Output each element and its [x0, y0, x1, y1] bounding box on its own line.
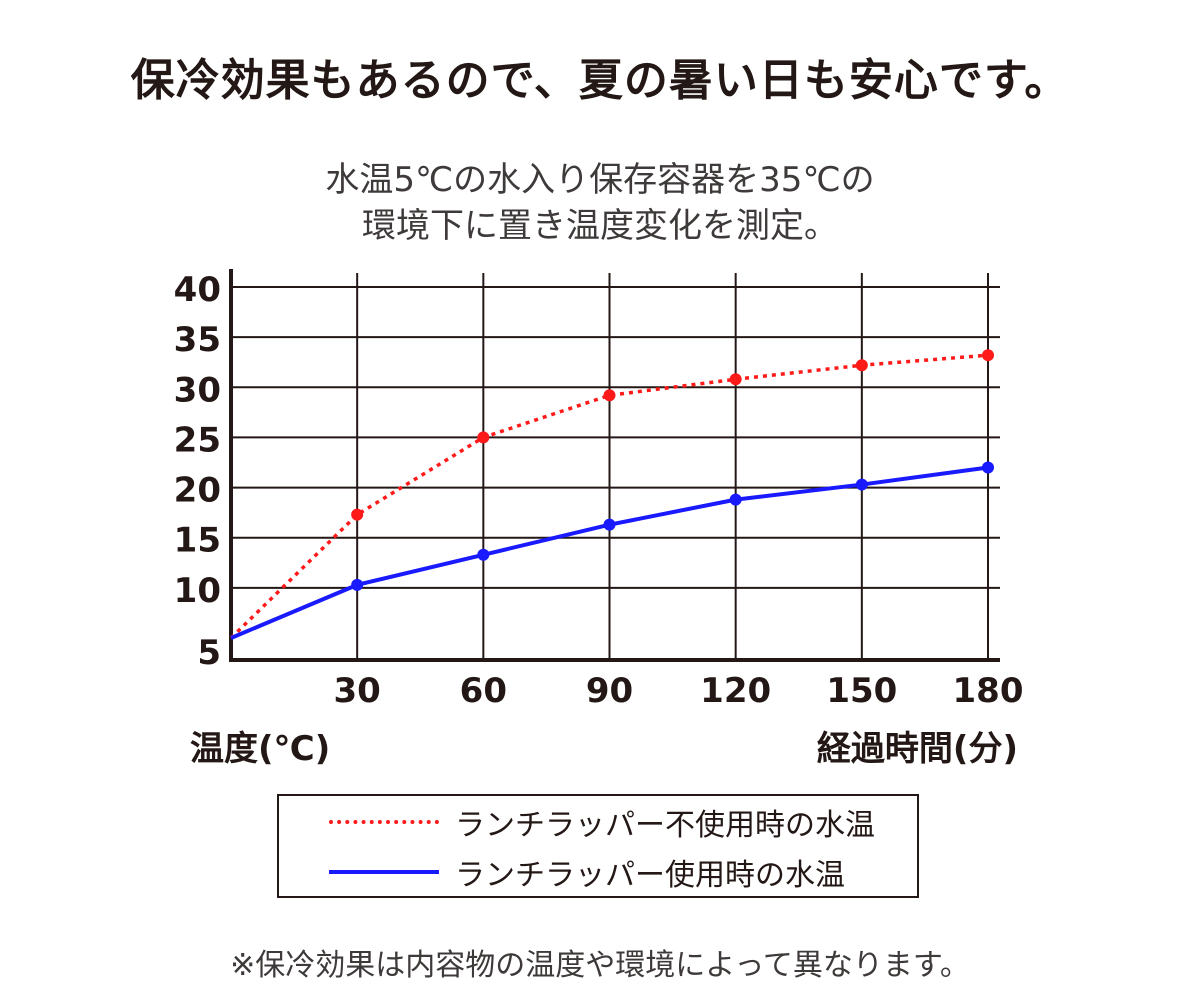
chart-subtitle: 環境下に置き温度変化を測定。 — [362, 206, 838, 246]
x-tick-label: 120 — [700, 671, 771, 711]
axes-layer — [229, 269, 1000, 662]
data-point — [982, 461, 994, 474]
x-tick-label: 60 — [460, 671, 507, 711]
data-point — [603, 389, 616, 402]
y-tick-label: 40 — [174, 270, 221, 310]
y-tick-label: 15 — [174, 521, 221, 561]
y-tick-label: 30 — [174, 370, 221, 410]
data-point — [351, 508, 364, 521]
y-tick-label: 5 — [197, 633, 221, 673]
y-tick-label: 20 — [174, 471, 221, 511]
data-point — [603, 518, 616, 531]
y-tick-label: 10 — [174, 571, 221, 611]
y-axis-label: 温度(℃) — [190, 729, 330, 769]
x-tick-label: 150 — [826, 671, 897, 711]
legend-item-used: ランチラッパー使用時の水温 — [329, 852, 845, 893]
y-tick-label: 25 — [174, 420, 221, 460]
series-layer — [229, 349, 994, 640]
headline: 保冷効果もあるので、夏の暑い日も安心です。 — [130, 55, 1070, 106]
x-tick-label: 30 — [334, 671, 381, 711]
legend-item-unused: ランチラッパー不使用時の水温 — [329, 802, 875, 843]
x-axis-label: 経過時間(分) — [817, 729, 1018, 769]
legend-label-used: ランチラッパー使用時の水温 — [455, 858, 845, 893]
data-point — [855, 359, 868, 372]
x-tick-label: 180 — [953, 671, 1024, 711]
data-point — [982, 349, 994, 362]
data-point — [477, 548, 490, 561]
legend-swatch-solid — [329, 870, 439, 874]
data-point — [729, 493, 742, 506]
data-point — [855, 478, 868, 491]
y-tick-label: 35 — [174, 320, 221, 360]
data-point — [477, 431, 490, 444]
legend: ランチラッパー不使用時の水温 ランチラッパー使用時の水温 — [277, 794, 919, 898]
legend-swatch-dotted — [329, 820, 439, 824]
footnote: ※保冷効果は内容物の温度や環境によって異なります。 — [230, 948, 970, 983]
data-point — [351, 578, 364, 591]
data-point — [729, 373, 742, 386]
legend-label-unused: ランチラッパー不使用時の水温 — [455, 808, 875, 843]
grid-layer — [231, 273, 1000, 662]
x-tick-label: 90 — [586, 671, 633, 711]
tick-labels: 5 10 15 20 25 30 35 40 30 60 90 120 150 180 — [174, 270, 1024, 711]
chart-title: 水温5℃の水入り保存容器を35℃の — [325, 160, 875, 200]
